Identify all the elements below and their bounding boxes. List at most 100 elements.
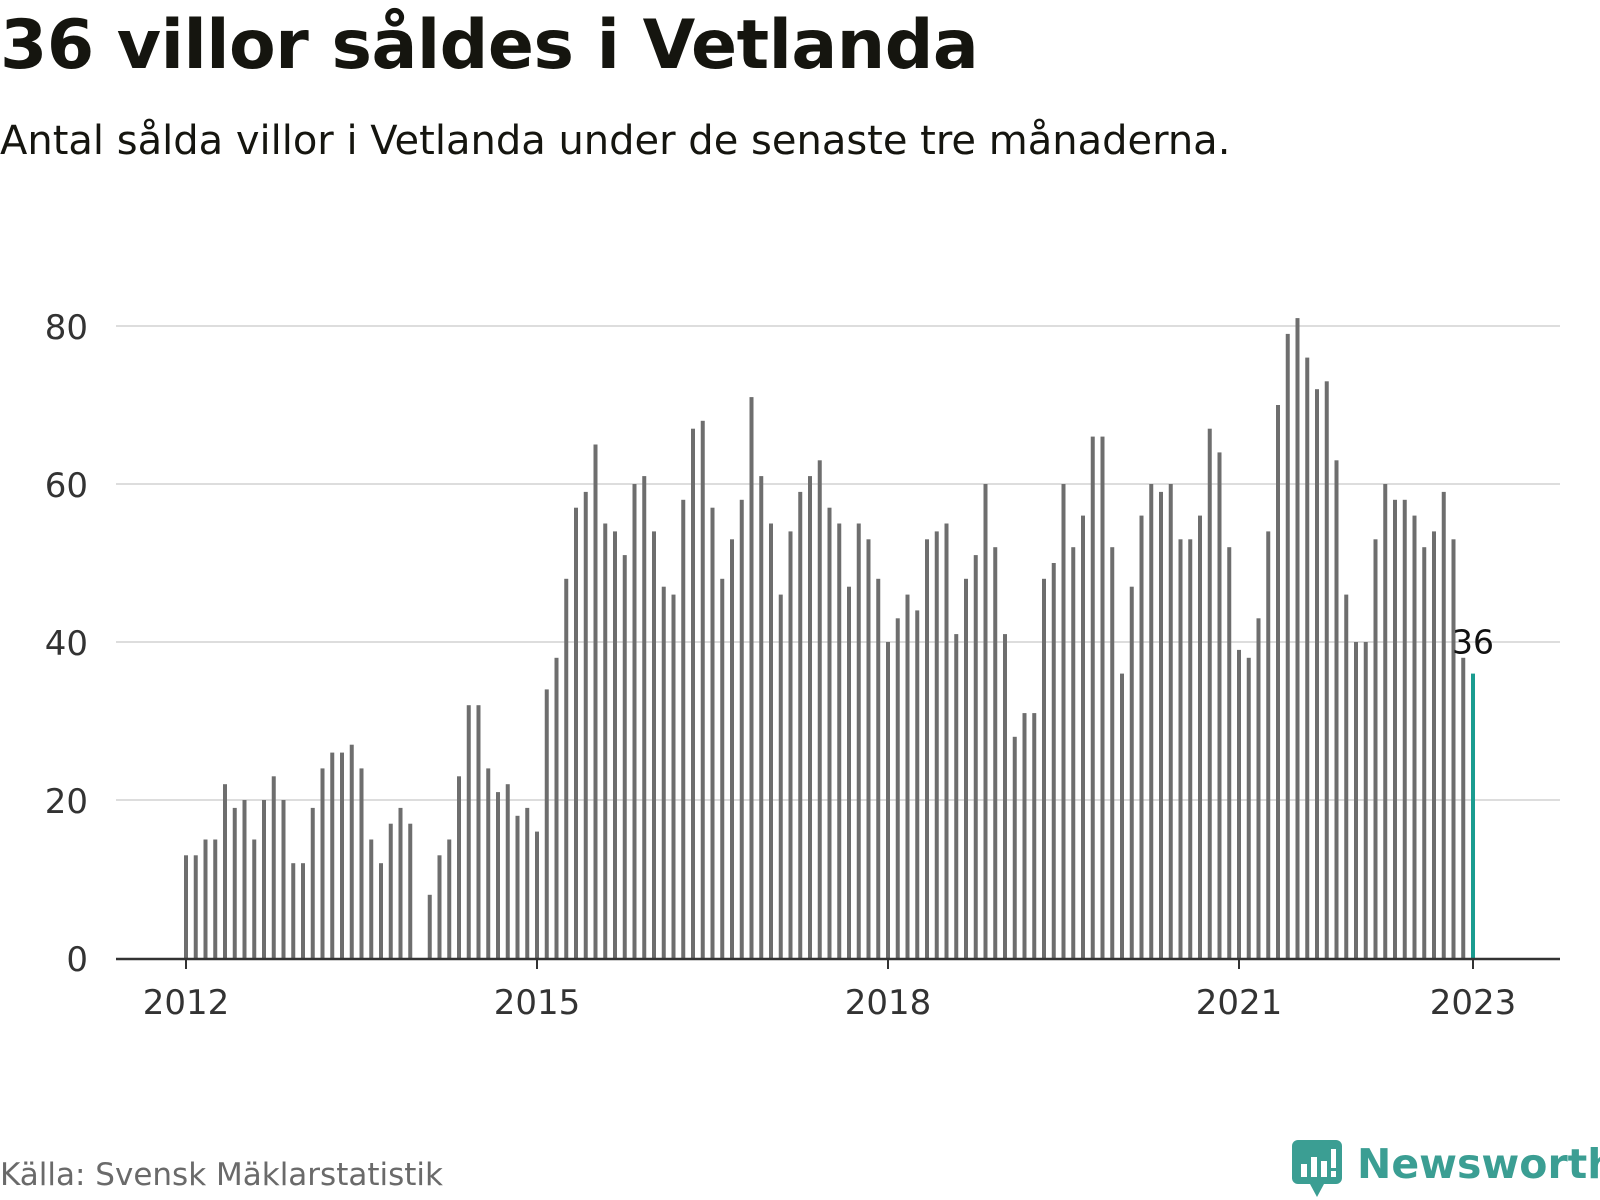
bar: [944, 523, 949, 958]
bar: [1363, 642, 1368, 958]
bar: [223, 784, 227, 958]
bar: [583, 491, 588, 958]
bar: [184, 855, 188, 958]
bar: [515, 815, 520, 958]
bar: [369, 839, 374, 958]
bar: [993, 547, 998, 958]
bar: [1032, 713, 1037, 958]
y-tick-label: 60: [45, 466, 88, 506]
bar: [427, 894, 432, 958]
x-tick-label: 2021: [1196, 983, 1283, 1023]
data-label-latest: 36: [1452, 623, 1494, 662]
brand-name: Newsworthy: [1357, 1140, 1600, 1188]
bar: [778, 594, 783, 958]
bar: [340, 752, 344, 958]
bar: [1227, 547, 1232, 958]
bar: [837, 523, 842, 958]
bar: [817, 460, 822, 958]
bar: [379, 863, 383, 958]
bar: [700, 420, 705, 958]
bar: [1042, 578, 1046, 958]
bar: [1100, 436, 1105, 959]
bar: [544, 689, 549, 958]
x-tick-label: 2018: [845, 983, 932, 1023]
bar: [1393, 499, 1397, 958]
bar: [1441, 491, 1446, 958]
bar: [262, 800, 266, 958]
bar: [1266, 531, 1271, 958]
bar: [739, 499, 744, 958]
bar: [730, 539, 734, 958]
bar: [252, 839, 257, 958]
y-tick-label: 80: [45, 308, 88, 348]
bar: [525, 807, 530, 958]
bar: [1188, 539, 1193, 958]
bar: [856, 523, 861, 958]
bar: [847, 586, 851, 958]
bar: [691, 428, 695, 958]
chart-subtitle: Antal sålda villor i Vetlanda under de s…: [0, 118, 1231, 164]
bar: [720, 578, 725, 958]
bar: [934, 531, 939, 958]
bar: [1451, 539, 1456, 958]
bar: [1120, 673, 1124, 958]
bar: [574, 507, 578, 958]
bar: [398, 807, 403, 958]
bar: [1012, 736, 1017, 958]
chart-title: 36 villor såldes i Vetlanda: [0, 6, 979, 85]
bar: [915, 610, 920, 958]
bar: [213, 839, 218, 958]
bar: [876, 578, 881, 958]
bar: [1159, 491, 1163, 958]
bar: [1081, 515, 1085, 958]
bar: [232, 807, 237, 958]
bar: [788, 531, 793, 958]
bar: [866, 539, 871, 958]
bar: [1461, 657, 1466, 958]
brand-logo: Newsworthy: [1292, 1140, 1600, 1200]
bar: [661, 586, 666, 958]
bars: [184, 318, 1475, 959]
bar: [1256, 618, 1261, 958]
source-note: Källa: Svensk Mäklarstatistik: [0, 1157, 443, 1193]
bar: [710, 507, 715, 958]
bar: [671, 594, 676, 958]
bar: [1139, 515, 1144, 958]
bar: [1422, 547, 1427, 958]
bar: [242, 800, 247, 958]
bar: [310, 807, 315, 958]
newsworthy-logo-icon: [1292, 1140, 1342, 1197]
bar-chart: 0 20 40 60 80 2012 2015 2018 2021 2023 36: [45, 308, 1560, 1023]
bar: [1168, 484, 1173, 958]
bar: [193, 855, 198, 958]
bar: [1129, 586, 1134, 958]
bar: [1285, 333, 1290, 958]
bar: [535, 831, 539, 958]
bar: [1071, 547, 1076, 958]
bar: [983, 484, 988, 958]
bar: [652, 531, 656, 958]
bar: [973, 555, 978, 958]
bar: [1334, 460, 1339, 958]
bar: [281, 800, 286, 958]
x-tick-label: 2015: [494, 983, 581, 1023]
bar: [1344, 594, 1349, 958]
bar: [642, 476, 647, 958]
bar-highlight: [1471, 673, 1475, 958]
y-axis-ticks: 0 20 40 60 80: [45, 308, 88, 980]
bar: [1217, 452, 1222, 958]
bar: [681, 499, 686, 958]
bar: [808, 476, 812, 958]
bar: [603, 523, 608, 958]
bar: [954, 634, 959, 958]
bar: [457, 776, 461, 958]
bar: [1383, 484, 1388, 958]
bar: [905, 594, 910, 958]
bar: [749, 397, 754, 959]
bar: [1178, 539, 1183, 958]
bar: [622, 555, 627, 958]
bar: [388, 823, 393, 958]
bar: [1149, 484, 1154, 958]
bar: [496, 792, 500, 958]
x-tick-label: 2012: [143, 983, 230, 1023]
